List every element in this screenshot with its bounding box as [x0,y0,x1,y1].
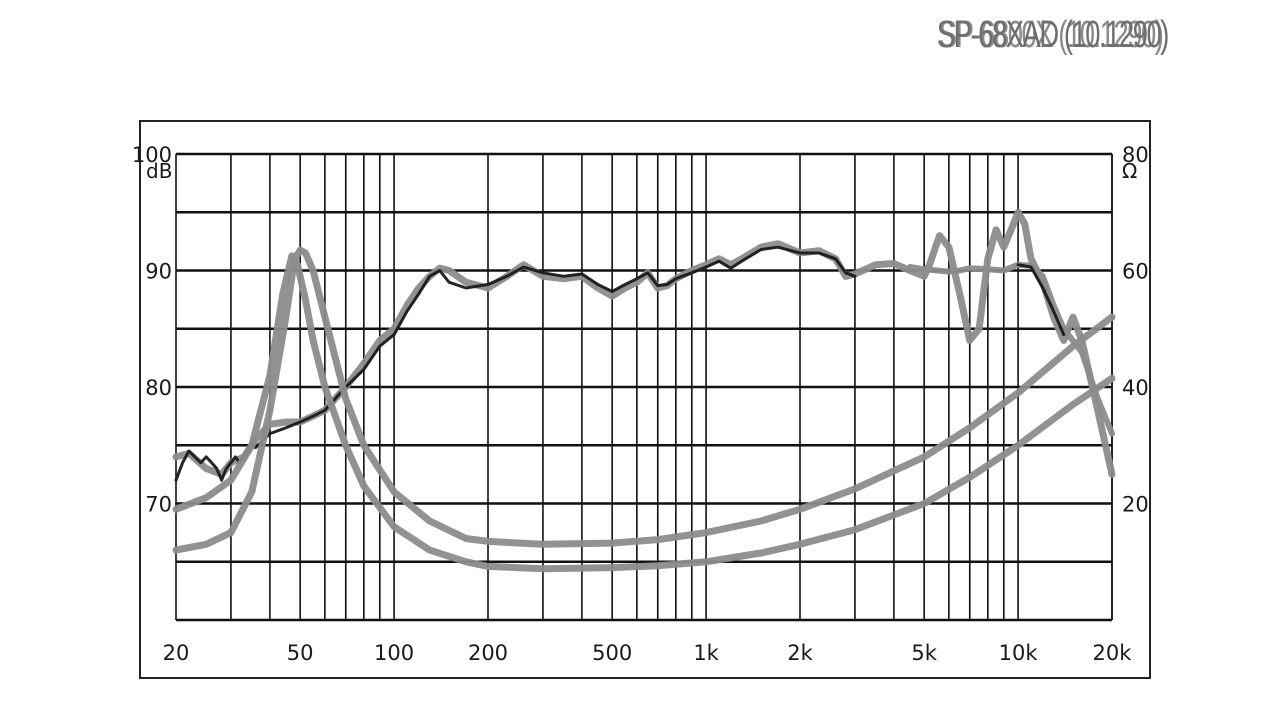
x-tick-label: 50 [287,641,314,665]
y-left-tick-label: 100 [132,143,172,167]
y-right-tick-label: 40 [1122,376,1149,400]
x-tick-label: 1k [693,641,719,665]
x-tick-label: 100 [374,641,414,665]
y-left-tick-label: 70 [145,493,172,517]
series-line-4 [1016,263,1066,337]
x-tick-label: 20k [1093,641,1133,665]
x-tick-label: 500 [592,641,632,665]
y-right-tick-label: 80 [1122,143,1149,167]
series-line-3 [906,261,1115,437]
y-right-unit: Ω [1122,159,1137,183]
x-tick-label: 10k [999,641,1039,665]
x-tick-label: 20 [163,641,190,665]
chart-title: SP-6800X (10.1290) SP-68XAD (10.1290) [908,14,1170,58]
chart-frame [139,120,1151,679]
x-tick-label: 5k [911,641,937,665]
chart-title-ghost: SP-6800X (10.1290) [938,14,1163,56]
y-left-unit: dB [146,159,172,183]
grid [175,152,1113,622]
y-right-tick-label: 20 [1122,493,1149,517]
x-tick-label: 200 [468,641,508,665]
curves [172,208,1116,573]
x-tick-label: 2k [787,641,813,665]
series-line-5 [172,246,1116,554]
chart-title-main: SP-68XAD (10.1290) [936,14,1170,56]
y-left-tick-label: 90 [145,260,172,284]
y-left-tick-label: 80 [145,376,172,400]
axis-labels: 20 50 100 200 500 1k 2k 5k 10k 20k708090100dB2040… [132,143,1149,665]
y-right-tick-label: 60 [1122,260,1149,284]
series-line-6 [172,252,1116,573]
series-line-2 [174,245,857,482]
